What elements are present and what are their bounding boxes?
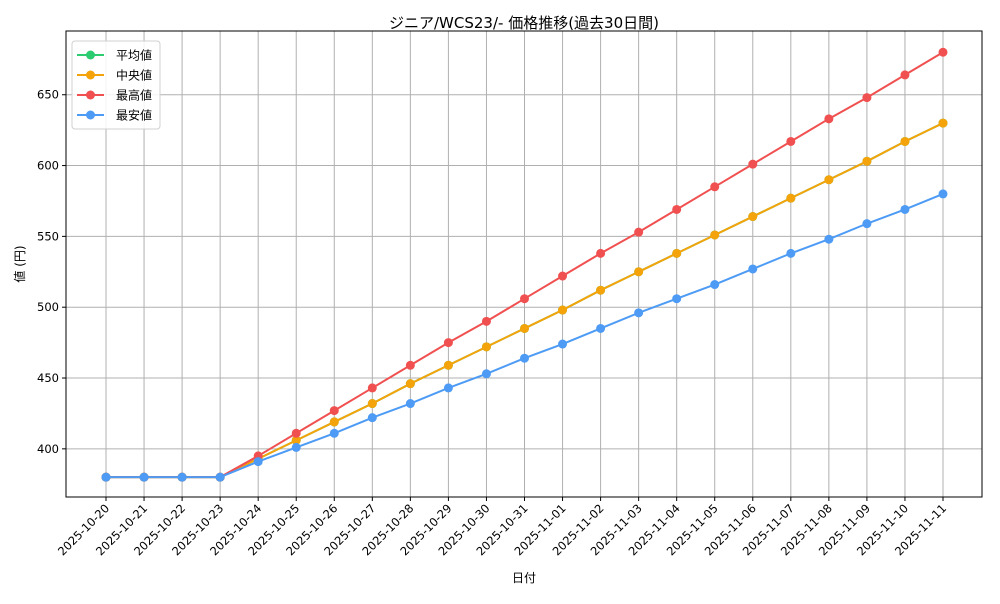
data-point bbox=[405, 379, 415, 389]
data-point bbox=[748, 212, 758, 222]
legend-item: 最高値 bbox=[77, 88, 152, 103]
data-point bbox=[596, 285, 606, 295]
data-point bbox=[139, 472, 149, 482]
data-point bbox=[443, 383, 453, 393]
legend-box bbox=[71, 40, 161, 130]
legend-item: 最安値 bbox=[77, 108, 152, 123]
y-tick-label: 500 bbox=[37, 300, 59, 314]
data-point bbox=[596, 248, 606, 258]
legend-label: 最安値 bbox=[116, 108, 152, 123]
legend-marker-icon bbox=[86, 50, 95, 60]
data-point bbox=[329, 428, 339, 438]
legend-marker-icon bbox=[86, 90, 95, 100]
data-point bbox=[481, 342, 491, 352]
data-point bbox=[672, 204, 682, 214]
data-point bbox=[520, 323, 529, 333]
y-tick-label: 450 bbox=[37, 371, 59, 385]
data-point bbox=[786, 136, 796, 146]
data-point bbox=[634, 227, 644, 237]
data-point bbox=[443, 338, 453, 348]
data-point bbox=[558, 305, 568, 315]
data-point bbox=[101, 472, 111, 482]
data-point bbox=[786, 248, 796, 258]
data-point bbox=[938, 118, 948, 128]
y-axis-label: 値 (円) bbox=[12, 245, 27, 282]
data-point bbox=[291, 428, 301, 438]
data-point bbox=[520, 294, 529, 304]
legend-label: 中央値 bbox=[116, 68, 152, 83]
data-point bbox=[634, 308, 644, 318]
data-point bbox=[862, 219, 872, 229]
legend-item: 平均値 bbox=[77, 48, 152, 63]
y-tick-label: 600 bbox=[37, 159, 59, 173]
data-point bbox=[367, 399, 377, 409]
data-point bbox=[596, 323, 606, 333]
y-tick-label: 400 bbox=[37, 442, 59, 456]
data-point bbox=[520, 353, 529, 363]
data-point bbox=[672, 248, 682, 258]
data-point bbox=[329, 417, 339, 427]
y-tick-label: 650 bbox=[37, 88, 59, 102]
data-point bbox=[634, 267, 644, 277]
data-point bbox=[367, 413, 377, 423]
data-point bbox=[824, 175, 834, 185]
data-point bbox=[672, 294, 682, 304]
data-point bbox=[748, 264, 758, 274]
data-point bbox=[710, 182, 720, 192]
x-axis-label: 日付 bbox=[512, 571, 536, 585]
data-point bbox=[938, 47, 948, 57]
legend-label: 平均値 bbox=[116, 48, 152, 63]
data-point bbox=[405, 360, 415, 370]
x-axis-ticks: 2025-10-202025-10-212025-10-222025-10-23… bbox=[55, 497, 949, 558]
data-point bbox=[900, 136, 910, 146]
data-point bbox=[253, 457, 263, 467]
data-point bbox=[710, 230, 720, 240]
data-point bbox=[291, 442, 301, 452]
data-point bbox=[710, 280, 720, 290]
legend-item: 中央値 bbox=[77, 68, 152, 83]
series-line bbox=[101, 189, 948, 482]
data-point bbox=[481, 369, 491, 379]
data-point bbox=[862, 156, 872, 166]
grid-lines bbox=[66, 31, 982, 497]
y-axis-ticks: 400 450 500 550 600 650 bbox=[37, 88, 66, 456]
chart-title: ジニア/WCS23/- 価格推移(過去30日間) bbox=[389, 14, 659, 32]
data-point bbox=[824, 114, 834, 124]
legend-label: 最高値 bbox=[116, 88, 152, 103]
data-point bbox=[291, 435, 301, 445]
data-point bbox=[329, 406, 339, 416]
data-point bbox=[177, 472, 187, 482]
y-tick-label: 550 bbox=[37, 229, 59, 243]
data-point bbox=[405, 399, 415, 409]
series-line bbox=[101, 47, 948, 482]
data-point bbox=[367, 383, 377, 393]
data-point bbox=[481, 316, 491, 326]
data-point bbox=[558, 339, 568, 349]
data-series bbox=[101, 47, 948, 482]
data-point bbox=[443, 360, 453, 370]
data-point bbox=[748, 159, 758, 169]
data-point bbox=[900, 70, 910, 80]
data-point bbox=[938, 189, 948, 199]
legend-marker-icon bbox=[86, 70, 95, 80]
data-point bbox=[558, 271, 568, 281]
data-point bbox=[824, 234, 834, 244]
data-point bbox=[786, 193, 796, 203]
data-point bbox=[900, 204, 910, 214]
data-point bbox=[862, 93, 872, 103]
data-point bbox=[215, 472, 225, 482]
legend-marker-icon bbox=[86, 110, 95, 120]
